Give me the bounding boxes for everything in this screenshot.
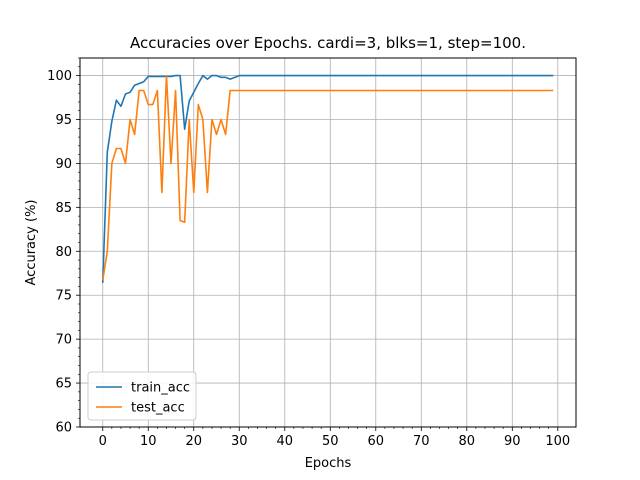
y-tick-label: 100 — [47, 69, 72, 84]
y-tick-label: 90 — [55, 157, 72, 172]
legend: train_acc test_acc — [87, 371, 197, 421]
x-tick-label: 0 — [99, 434, 107, 449]
y-tick-label: 95 — [55, 113, 72, 128]
y-tick-label: 85 — [55, 201, 72, 216]
x-tick-label: 30 — [231, 434, 248, 449]
x-tick-label: 90 — [504, 434, 521, 449]
x-tick-label: 40 — [276, 434, 293, 449]
series-lines — [101, 74, 554, 283]
legend-box — [87, 371, 197, 421]
y-tick-label: 70 — [55, 333, 72, 348]
x-axis-label: Epochs — [305, 456, 352, 471]
x-tick-label: 60 — [368, 434, 385, 449]
series-line-train-acc — [101, 74, 554, 283]
chart-title: Accuracies over Epochs. cardi=3, blks=1,… — [130, 34, 526, 52]
y-tick-label: 65 — [55, 377, 72, 392]
y-tick-label: 75 — [55, 289, 72, 304]
x-tick-label: 100 — [545, 434, 570, 449]
x-tick-label: 50 — [322, 434, 339, 449]
x-tick-label: 80 — [459, 434, 476, 449]
legend-label: test_acc — [131, 401, 185, 416]
y-tick-label: 60 — [55, 421, 72, 436]
series-line-test-acc — [101, 74, 554, 281]
legend-label: train_acc — [131, 381, 190, 396]
y-axis-label: Accuracy (%) — [24, 200, 39, 286]
axis-ticks: 0 10 20 30 40 50 60 70 80 90 100 60 65 70 75 80 85 90 95 10… — [47, 57, 570, 449]
x-tick-label: 20 — [185, 434, 202, 449]
y-tick-label: 80 — [55, 245, 72, 260]
x-tick-label: 70 — [413, 434, 430, 449]
x-tick-label: 10 — [140, 434, 157, 449]
